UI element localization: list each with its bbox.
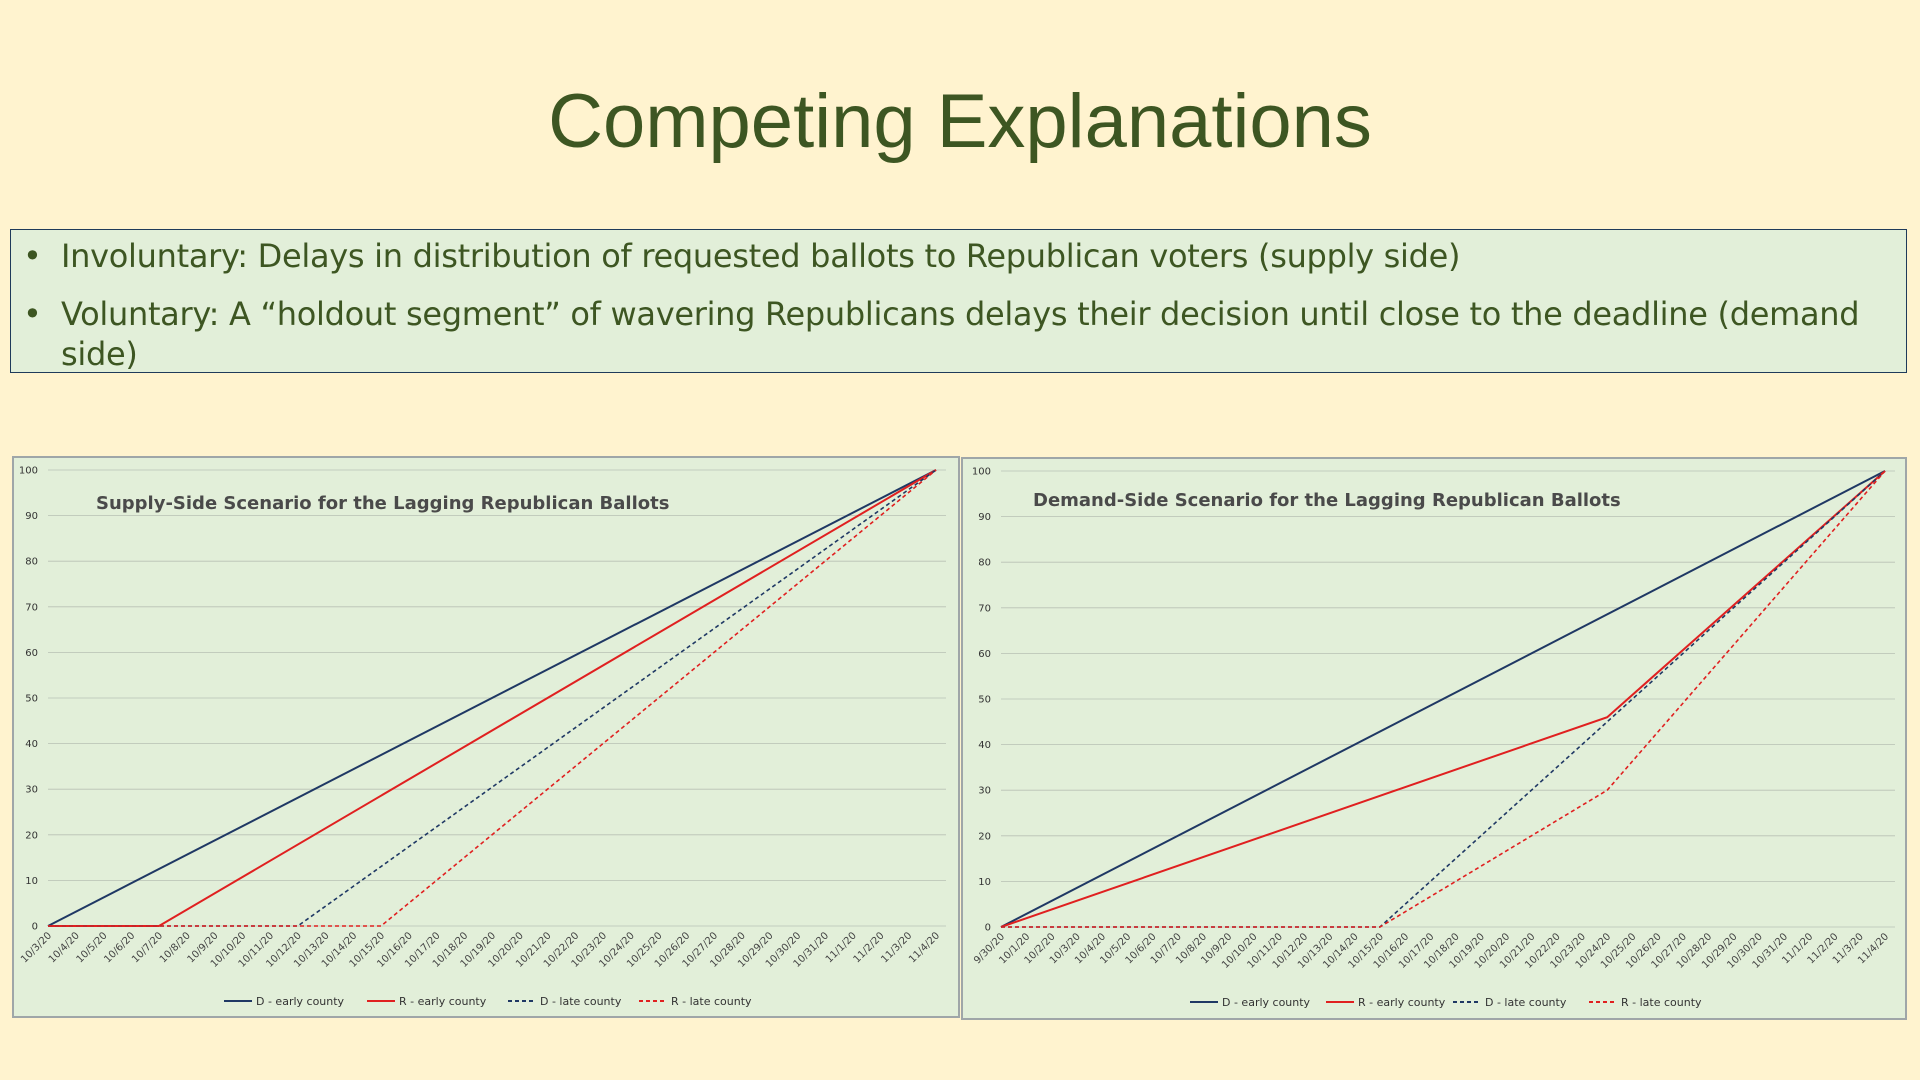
legend-label: D - late county: [540, 995, 622, 1008]
supply-side-chart: 0 10 20 30 40 50 60 70 80 90 100 10/3/20 10/4/20 10/5…: [12, 456, 960, 1018]
y-tick-label: 80: [978, 558, 991, 569]
series-line: [1000, 470, 1886, 928]
y-tick-label: 60: [25, 648, 38, 659]
chart-svg: 01020304050607080901009/30/2010/1/2010/2…: [972, 467, 1895, 1009]
y-tick-label: 10: [978, 877, 991, 888]
chart-title: Supply-Side Scenario for the Lagging Rep…: [96, 493, 669, 514]
chart-title: Demand-Side Scenario for the Lagging Rep…: [1033, 490, 1621, 511]
y-tick-label: 70: [978, 603, 991, 614]
slide-title: Competing Explanations: [548, 79, 1372, 164]
y-tick-label: 50: [978, 695, 991, 706]
chart-svg: 010203040506070809010010/3/2010/4/2010/5…: [19, 466, 946, 1008]
y-tick-label: 20: [25, 830, 38, 841]
y-tick-label: 90: [978, 512, 991, 523]
y-tick-label: 70: [25, 602, 38, 613]
bullet-box: Involuntary: Delays in distribution of r…: [10, 229, 1907, 373]
series-line: [48, 469, 937, 927]
series-line: [1000, 470, 1886, 928]
y-tick-label: 0: [32, 922, 38, 933]
y-tick-label: 40: [978, 740, 991, 751]
y-tick-label: 30: [978, 786, 991, 797]
legend-label: R - late county: [671, 995, 752, 1008]
y-tick-label: 100: [972, 467, 991, 478]
y-tick-label: 50: [25, 694, 38, 705]
y-tick-label: 10: [25, 876, 38, 887]
legend-label: R - early county: [1358, 996, 1446, 1009]
series-line: [1001, 470, 1886, 928]
bullet-voluntary: Voluntary: A “holdout segment” of waveri…: [11, 294, 1906, 374]
series-line: [47, 469, 937, 927]
x-tick-label: 11/4/20: [907, 930, 942, 965]
legend-label: D - early county: [256, 995, 345, 1008]
legend-label: R - early county: [399, 995, 487, 1008]
bullet-involuntary: Involuntary: Delays in distribution of r…: [11, 236, 1906, 276]
y-tick-label: 60: [978, 649, 991, 660]
legend-label: R - late county: [1621, 996, 1702, 1009]
y-tick-label: 40: [25, 739, 38, 750]
y-tick-label: 100: [19, 466, 38, 477]
legend-label: D - early county: [1222, 996, 1311, 1009]
y-tick-label: 30: [25, 785, 38, 796]
legend-label: D - late county: [1485, 996, 1567, 1009]
y-tick-label: 80: [25, 557, 38, 568]
series-line: [48, 469, 937, 927]
y-tick-label: 0: [985, 923, 991, 934]
y-tick-label: 90: [25, 511, 38, 522]
y-tick-label: 20: [978, 831, 991, 842]
bullet-list: Involuntary: Delays in distribution of r…: [11, 236, 1906, 374]
demand-side-chart: 0 10 20 30 40 50 60 70 80 90 100 9/30/20 10/1/20 10/2…: [961, 457, 1907, 1020]
